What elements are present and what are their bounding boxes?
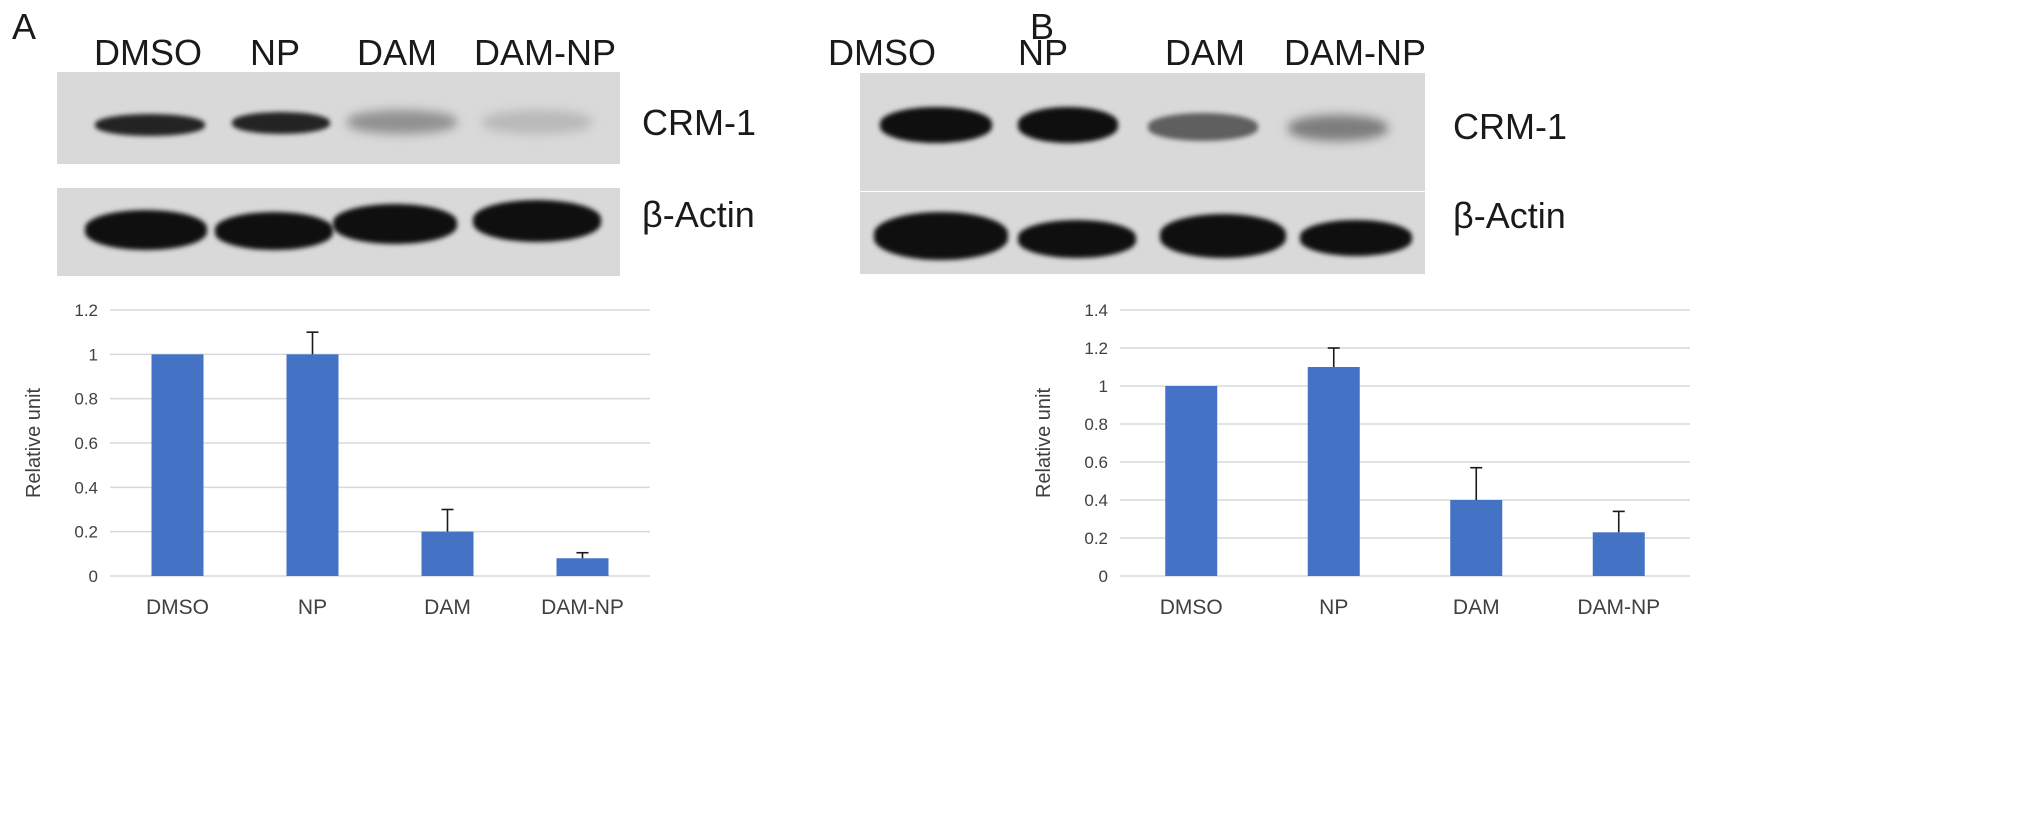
blot-band [874,212,1008,260]
y-tick-label: 0.4 [1084,491,1108,510]
panel-b: B DMSO NP DAM DAM-NP CRM-1 β-Actin 0 0.2 0… [828,0,2031,831]
y-tick-label: 1 [89,345,98,364]
bar-dam [1450,500,1503,576]
blot-band [1288,115,1388,141]
x-tick-label: DAM-NP [1577,596,1660,619]
lane-label-dam-np: DAM-NP [474,32,616,73]
panel-letter: A [12,6,37,47]
blot-band [473,200,601,242]
protein-label-crm1: CRM-1 [1453,106,1567,147]
blot-band [85,210,207,250]
y-tick-label: 0.4 [74,478,98,497]
y-tick-label: 1 [1099,377,1108,396]
lane-label-np: NP [1017,32,1069,73]
lane-label-dam: DAM [1165,32,1245,73]
y-tick-label: 0.8 [74,390,98,409]
protein-label-beta-actin: β-Actin [642,194,755,235]
y-tick-label: 0.6 [1084,453,1108,472]
x-tick-label: DAM [1453,596,1500,619]
bar-dmso [151,354,204,576]
blot-band [482,110,592,134]
blot-band [333,204,457,244]
y-tick-label: 1.2 [1084,339,1108,358]
bar-dmso [1165,386,1218,576]
protein-label-beta-actin: β-Actin [1453,195,1566,236]
western-blot-crm1 [57,72,620,164]
y-tick-label: 0.6 [74,434,98,453]
lane-label-dam: DAM [357,32,437,73]
blot-band [1160,214,1286,258]
y-tick-label: 0.2 [74,523,98,542]
x-tick-label: NP [298,596,327,619]
panel-letter: B [1030,6,1055,47]
western-blot-beta-actin [57,188,620,276]
blot-band [1018,220,1136,258]
x-tick-label: DAM [424,596,471,619]
western-blot-beta-actin [860,192,1425,274]
lane-label-np: NP [249,32,301,73]
y-tick-label: 0.8 [1084,415,1108,434]
panel-a: A DMSO NP DAM DAM-NP CRM-1 β-Actin 0 0.2 0… [0,0,1010,831]
blot-band [347,110,457,134]
y-tick-label: 0.2 [1084,529,1108,548]
bar-chart-b: 0 0.2 0.4 0.6 0.8 1 1.2 1.4 DMSO NP DAM DAM-NP Relat… [1033,301,1690,619]
x-tick-label: DAM-NP [541,596,624,619]
blot-band [1300,220,1412,256]
y-tick-label: 0 [89,567,98,586]
blot-band [215,212,333,250]
lane-label-dmso: DMSO [828,32,936,73]
bar-np [1307,367,1360,576]
y-tick-label: 1.4 [1084,301,1108,320]
blot-band [880,107,992,143]
blot-band [95,114,205,136]
bar-dam [421,531,474,576]
bar-chart-a: 0 0.2 0.4 0.6 0.8 1 1.2 DMSO NP DAM DAM-NP Relative… [23,301,650,619]
blot-band [1148,113,1258,141]
y-tick-label: 0 [1099,567,1108,586]
blot-band [232,112,330,134]
x-tick-label: DMSO [146,596,209,619]
lane-label-dam-np: DAM-NP [1284,32,1426,73]
y-axis-label: Relative unit [1033,388,1055,499]
western-blot-crm1 [860,73,1425,191]
y-axis-label: Relative unit [23,388,45,499]
x-tick-label: DMSO [1160,596,1223,619]
bar-dam-np [1592,532,1645,576]
bar-dam-np [556,558,609,576]
x-tick-label: NP [1319,596,1348,619]
protein-label-crm1: CRM-1 [642,102,756,143]
y-tick-label: 1.2 [74,301,98,320]
blot-band [1018,107,1118,143]
bar-np [286,354,339,576]
lane-label-dmso: DMSO [94,32,202,73]
